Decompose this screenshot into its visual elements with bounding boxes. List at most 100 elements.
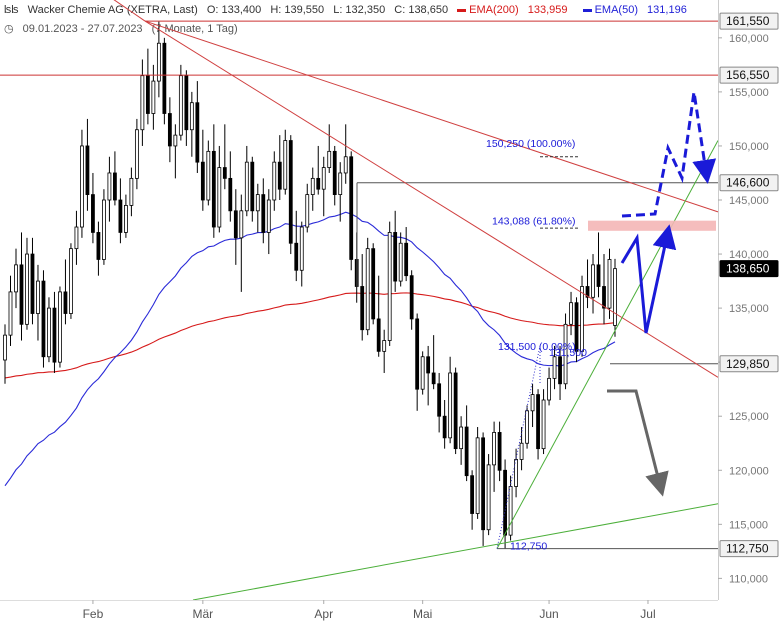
candle-body: [107, 172, 112, 201]
candle-body: [41, 280, 46, 358]
close-value: C: 138,650: [394, 4, 449, 16]
candle-body: [189, 102, 194, 131]
candle: [266, 189, 271, 255]
candle-body: [486, 464, 491, 531]
price-tag-label: 112,750: [726, 542, 769, 556]
candle-body: [415, 318, 420, 390]
candle-body: [8, 291, 13, 336]
candle: [233, 189, 238, 265]
candle-body: [547, 377, 551, 401]
candle: [475, 427, 480, 519]
candle: [283, 129, 288, 195]
candle-body: [596, 264, 601, 287]
ema200-value: 133,959: [527, 4, 568, 16]
candle: [63, 259, 68, 325]
ema50-label: EMA(50): [594, 4, 638, 16]
candle-body: [442, 415, 447, 439]
fib-100-label: 150,250 (100.00%): [486, 138, 575, 150]
candle-body: [277, 161, 282, 190]
x-tick-label: Jun: [539, 607, 558, 621]
candle: [124, 194, 128, 238]
candle: [486, 454, 491, 536]
candle-body: [470, 475, 475, 514]
price-tag-box: [719, 66, 779, 84]
candle: [156, 21, 161, 98]
candle: [382, 329, 387, 373]
candle: [19, 232, 24, 341]
candle-body: [382, 340, 387, 352]
candle-body: [91, 194, 95, 233]
candle: [552, 345, 557, 390]
open-value: O: 133,400: [206, 4, 262, 16]
ema200-swatch: [457, 8, 467, 12]
candle: [343, 124, 348, 184]
candle-body: [591, 264, 595, 298]
candle-body: [475, 437, 480, 514]
candle-body: [156, 42, 161, 82]
candle: [151, 64, 156, 130]
candle-body: [497, 432, 502, 471]
candle-body: [448, 372, 453, 439]
candle: [338, 162, 343, 222]
candle: [118, 178, 123, 244]
candle-body: [558, 356, 562, 385]
bullish-scenario-arrow: [620, 224, 677, 334]
x-tick-label: Feb: [83, 607, 104, 621]
candle-body: [602, 286, 606, 309]
candle: [448, 356, 453, 444]
uptrend-line-long: [192, 503, 719, 601]
y-tick-label: 150,000: [729, 141, 769, 153]
candle-body: [530, 394, 535, 412]
candle-body: [124, 205, 128, 233]
chart-range: ◷ 09.01.2023 - 27.07.2023 (7 Monate, 1 T…: [4, 22, 244, 35]
x-tick-label: Mär: [193, 607, 214, 621]
candle-body: [431, 372, 436, 385]
candle-body: [217, 167, 222, 228]
candle: [387, 221, 392, 346]
candle: [607, 248, 612, 319]
chart-type-icon[interactable]: ʪʪ: [4, 4, 19, 16]
candle: [525, 405, 529, 449]
candle: [393, 210, 398, 292]
candle: [244, 145, 249, 217]
candle: [563, 313, 568, 390]
candle: [47, 297, 51, 363]
ema200-line: [4, 292, 616, 379]
candle-body: [321, 167, 326, 190]
candle-body: [211, 150, 216, 228]
candle: [321, 156, 326, 217]
candle-body: [426, 356, 431, 374]
candle-body: [563, 323, 568, 385]
drawing-layer: 150,250 (100.00%) 143,088 (61.80%) 131,500…: [0, 0, 719, 601]
candle: [162, 37, 167, 125]
candle-body: [261, 194, 266, 233]
ema50-legend: EMA(50) 131,196: [582, 4, 693, 16]
candle-body: [25, 253, 29, 325]
candle-body: [332, 150, 337, 195]
candle: [481, 432, 486, 546]
ema50-swatch: [582, 8, 592, 12]
chart-header: ʪʪ Wacker Chemie AG (XETRA, Last) O: 133…: [4, 4, 699, 16]
y-tick-label: 125,000: [729, 411, 769, 423]
candle-body: [3, 334, 7, 361]
candle: [134, 118, 139, 190]
swing-low-label: 112,750: [510, 541, 547, 553]
candle-body: [338, 172, 343, 195]
candle-body: [299, 226, 304, 271]
candle-body: [145, 75, 150, 114]
ema50-value: 131,196: [647, 4, 687, 16]
candle: [222, 124, 227, 190]
price-tag-label: 129,850: [726, 357, 770, 371]
candle-body: [228, 177, 233, 212]
candle: [294, 210, 299, 282]
candle: [530, 383, 535, 428]
candle: [541, 389, 546, 455]
candle-body: [503, 469, 507, 536]
candle: [508, 475, 513, 541]
candle: [8, 275, 13, 346]
candle: [173, 124, 178, 179]
candle-body: [508, 486, 513, 536]
candle: [206, 140, 211, 206]
